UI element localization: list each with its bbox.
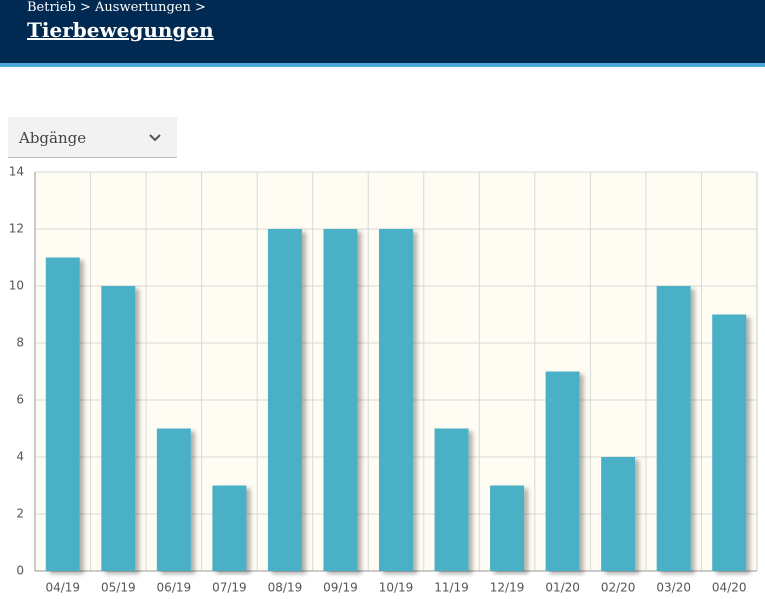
bar	[156, 428, 191, 571]
y-tick-label: 6	[16, 393, 24, 407]
y-tick-label: 2	[16, 507, 24, 521]
x-tick-label: 11/19	[434, 581, 469, 595]
y-tick-label: 14	[9, 165, 24, 179]
y-tick-label: 8	[16, 336, 24, 350]
chevron	[149, 134, 161, 142]
dropdown[interactable]: Abgänge	[8, 117, 177, 158]
bar	[434, 428, 469, 571]
x-tick-label: 07/19	[212, 581, 247, 595]
header-accent	[0, 63, 765, 67]
bar	[490, 485, 525, 571]
y-tick-label: 0	[16, 564, 24, 578]
x-tick-label: 10/19	[379, 581, 414, 595]
bar	[323, 229, 358, 571]
y-tick-label: 12	[9, 222, 24, 236]
bar	[601, 457, 636, 571]
page-title[interactable]: Tierbewegungen	[27, 18, 214, 42]
x-tick-label: 04/20	[712, 581, 747, 595]
bar	[712, 314, 747, 571]
header: Betrieb > Auswertungen > Tierbewegungen	[0, 0, 765, 63]
x-tick-label: 04/19	[45, 581, 80, 595]
bar	[101, 286, 136, 571]
bar	[379, 229, 413, 571]
bar	[267, 229, 302, 571]
y-tick-label: 4	[16, 450, 24, 464]
y-tick-label: 10	[9, 279, 24, 293]
bar	[212, 485, 247, 571]
x-tick-label: 01/20	[545, 581, 580, 595]
dropdown-value: Abgänge	[19, 129, 87, 147]
x-tick-label: 09/19	[323, 581, 358, 595]
x-tick-label: 06/19	[157, 581, 192, 595]
x-tick-label: 02/20	[601, 581, 636, 595]
x-tick-label: 12/19	[490, 581, 525, 595]
bar	[545, 371, 580, 571]
x-tick-label: 08/19	[268, 581, 303, 595]
plot-area	[34, 171, 758, 572]
bar	[45, 257, 80, 571]
bar	[656, 286, 691, 571]
x-tick-label: 05/19	[101, 581, 136, 595]
breadcrumb[interactable]: Betrieb > Auswertungen >	[27, 0, 206, 15]
x-tick-label: 03/20	[656, 581, 691, 595]
